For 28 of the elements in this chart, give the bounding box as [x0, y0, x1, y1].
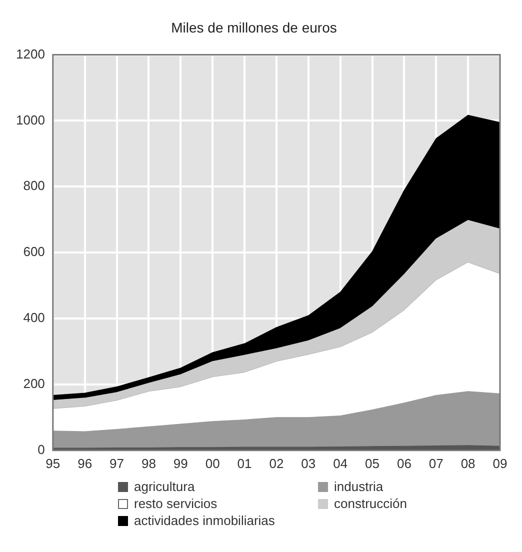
legend-label: industria — [334, 478, 384, 495]
x-tick-label: 07 — [428, 456, 444, 471]
y-tick-label: 200 — [23, 376, 45, 392]
x-tick-label: 00 — [205, 456, 220, 471]
x-tick-label: 97 — [110, 456, 124, 471]
y-tick-label: 400 — [23, 310, 45, 326]
x-tick-label: 05 — [365, 456, 380, 471]
chart-title: Miles de millones de euros — [171, 19, 337, 36]
x-tick-label: 95 — [46, 456, 60, 471]
legend-label: construcción — [334, 495, 407, 512]
x-tick-label: 09 — [492, 456, 508, 471]
legend-label: agricultura — [134, 478, 195, 495]
legend-label: actividades inmobiliarias — [134, 512, 275, 529]
x-tick-label: 01 — [237, 456, 252, 471]
x-tick-label: 06 — [396, 456, 412, 471]
x-tick-label: 99 — [173, 456, 188, 471]
x-tick-label: 02 — [269, 456, 284, 471]
y-tick-label: 600 — [23, 244, 45, 260]
y-tick-label: 1200 — [16, 46, 45, 62]
y-tick-label: 800 — [23, 178, 45, 194]
x-tick-label: 98 — [141, 456, 156, 471]
y-tick-label: 1000 — [16, 112, 45, 128]
x-tick-label: 96 — [78, 456, 92, 471]
x-tick-label: 04 — [333, 456, 348, 471]
y-tick-label: 0 — [38, 442, 45, 457]
x-tick-label: 03 — [301, 456, 316, 471]
x-tick-label: 08 — [460, 456, 476, 471]
legend-label: resto servicios — [134, 495, 218, 512]
